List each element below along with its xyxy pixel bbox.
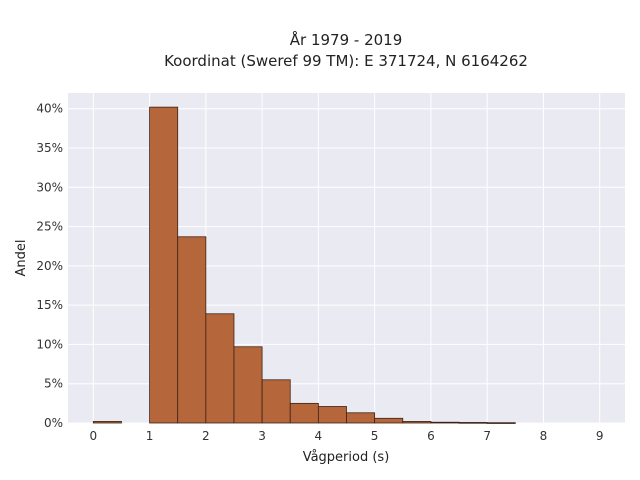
y-tick-label-0: 0% — [44, 416, 63, 430]
histogram-bar-14 — [486, 422, 516, 424]
histogram-bar-0 — [92, 421, 122, 424]
histogram-bar-5 — [233, 346, 263, 424]
histogram-bar-10 — [374, 417, 404, 424]
histogram-bar-13 — [458, 422, 488, 424]
y-tick-label-5: 25% — [36, 220, 63, 234]
x-tick-label-1: 1 — [146, 429, 154, 443]
y-tick-label-4: 20% — [36, 259, 63, 273]
histogram-bar-2 — [149, 106, 179, 424]
chart-title-line-2: Koordinat (Sweref 99 TM): E 371724, N 61… — [164, 52, 528, 70]
histogram-bar-6 — [261, 379, 291, 424]
x-tick-label-7: 7 — [483, 429, 491, 443]
bars — [92, 106, 516, 424]
y-axis-label: Andel — [14, 240, 29, 277]
histogram-bar-4 — [205, 313, 235, 424]
x-tick-label-4: 4 — [315, 429, 323, 443]
chart-title-line-1: År 1979 - 2019 — [290, 30, 403, 49]
x-tick-label-9: 9 — [596, 429, 604, 443]
histogram-bar-12 — [430, 421, 460, 424]
histogram-bar-11 — [402, 421, 432, 424]
x-tick-label-5: 5 — [371, 429, 379, 443]
y-tick-label-6: 30% — [36, 180, 63, 194]
y-axis-ticks: 0% 5% 10% 15% 20% 25% 30% 35% 40% — [36, 102, 63, 430]
y-tick-label-3: 15% — [36, 298, 63, 312]
x-tick-label-8: 8 — [540, 429, 548, 443]
histogram-bar-9 — [346, 412, 376, 424]
x-tick-label-3: 3 — [258, 429, 266, 443]
y-tick-label-7: 35% — [36, 141, 63, 155]
x-tick-label-6: 6 — [427, 429, 435, 443]
histogram-bar-7 — [289, 402, 319, 424]
histogram-bar-8 — [317, 406, 347, 424]
histogram-bar-3 — [177, 236, 207, 424]
y-tick-label-1: 5% — [44, 377, 63, 391]
x-tick-label-0: 0 — [89, 429, 97, 443]
x-axis-label: Vågperiod (s) — [303, 450, 390, 465]
x-axis-ticks: 0 1 2 3 4 5 6 7 8 9 — [89, 429, 603, 443]
x-tick-label-2: 2 — [202, 429, 210, 443]
y-tick-label-2: 10% — [36, 337, 63, 351]
y-tick-label-8: 40% — [36, 102, 63, 116]
